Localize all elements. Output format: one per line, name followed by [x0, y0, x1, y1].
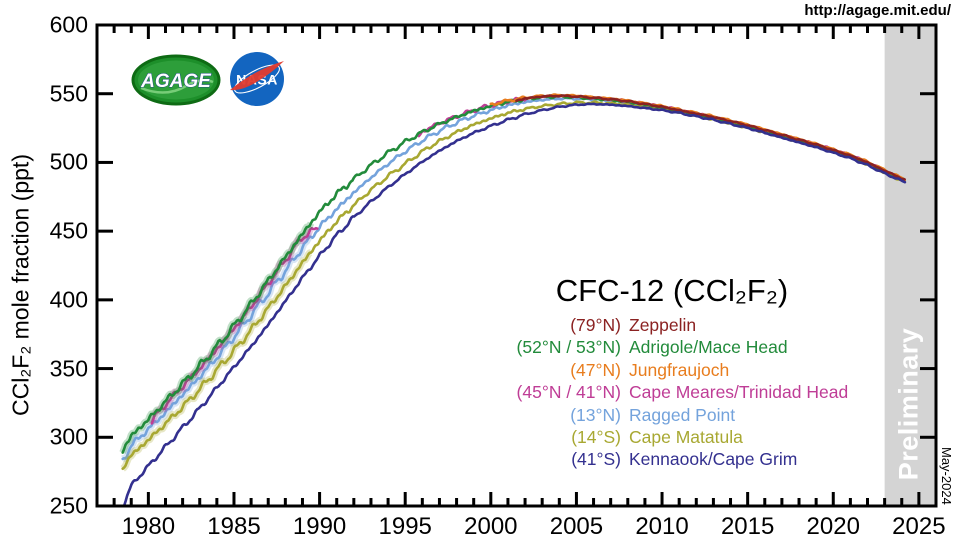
series-uncertainty-band [119, 221, 315, 454]
legend-latitude: (79°N) [570, 315, 621, 335]
y-tick-label: 550 [49, 80, 88, 107]
y-tick-label: 500 [49, 148, 88, 175]
legend-site-name: Ragged Point [629, 404, 736, 425]
agage-logo-text: AGAGE [140, 71, 212, 92]
x-tick-label: 1995 [378, 513, 432, 540]
agage-logo: AGAGE [131, 54, 221, 111]
x-tick-label: 1980 [121, 513, 176, 540]
y-tick-label: 250 [49, 492, 88, 519]
legend-latitude: (13°N) [570, 404, 621, 425]
x-tick-label: 1985 [207, 513, 261, 540]
legend-site-name: Cape Matatula [629, 426, 743, 447]
series-line-zeppelin [515, 94, 906, 181]
legend-row-zeppelin: (79°N) Zeppelin [471, 315, 848, 337]
chart-title: CFC-12 (CCl₂F₂) [555, 273, 789, 308]
nasa-logo: NASA [228, 50, 286, 113]
x-tick-label: 2000 [464, 513, 518, 540]
y-tick-label: 450 [49, 217, 88, 244]
date-stamp: May-2024 [939, 447, 954, 505]
axes-frame [95, 23, 938, 508]
legend-site-name: Cape Meares/Trinidad Head [629, 382, 849, 403]
x-tick-label: 2025 [892, 513, 946, 540]
legend-latitude: (41°S) [571, 449, 621, 470]
legend-site-name: Zeppelin [629, 315, 697, 335]
legend-row-cape-meares-trinidad-head: (45°N / 41°N) Cape Meares/Trinidad Head [471, 382, 849, 404]
legend-latitude: (47°N) [570, 359, 621, 380]
x-tick-label: 2020 [806, 513, 860, 540]
x-tick-label: 2015 [720, 513, 775, 540]
y-tick-label: 400 [49, 286, 88, 313]
y-tick-label: 300 [49, 423, 88, 450]
legend-row-cape-matatula: (14°S) Cape Matatula [471, 427, 848, 449]
legend: (79°N) Zeppelin (52°N / 53°N) Adrigole/M… [471, 315, 849, 472]
legend-row-kennaook-cape-grim: (41°S) Kennaook/Cape Grim [471, 449, 848, 471]
y-tick-label: 600 [49, 11, 88, 38]
source-url: http://agage.mit.edu/ [804, 2, 951, 19]
legend-site-name: Adrigole/Mace Head [629, 337, 788, 358]
legend-latitude: (14°S) [571, 426, 621, 447]
series-line-kennaook-cape-grim [123, 102, 907, 506]
y-tick-label: 350 [49, 355, 88, 382]
legend-row-ragged-point: (13°N) Ragged Point [471, 405, 848, 427]
preliminary-band [884, 25, 936, 506]
legend-site-name: Kennaook/Cape Grim [629, 449, 798, 470]
legend-latitude: (45°N / 41°N) [516, 382, 621, 403]
preliminary-band-label: Preliminary [893, 327, 924, 481]
x-tick-label: 2010 [635, 513, 689, 540]
x-tick-label: 2005 [549, 513, 604, 540]
legend-row-adrigole-mace-head: (52°N / 53°N) Adrigole/Mace Head [471, 337, 848, 359]
legend-row-jungfraujoch: (47°N) Jungfraujoch [471, 360, 848, 382]
y-axis-title: CCl₂F₂ mole fraction (ppt) [7, 154, 34, 416]
legend-latitude: (52°N / 53°N) [516, 337, 621, 358]
x-tick-label: 1990 [292, 513, 347, 540]
legend-site-name: Jungfraujoch [629, 359, 730, 380]
